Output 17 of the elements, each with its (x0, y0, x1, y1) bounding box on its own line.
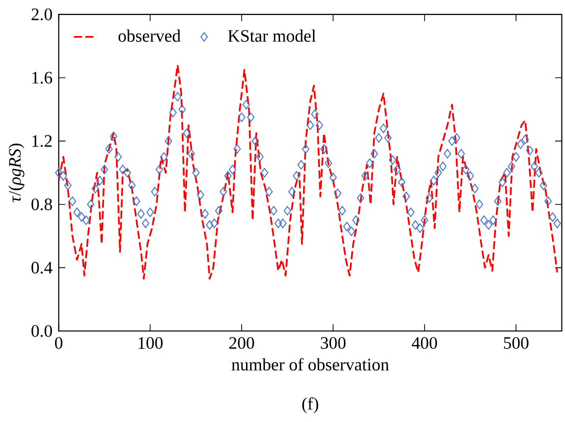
y-tick-label: 2.0 (32, 8, 52, 20)
x-tick-label: 0 (55, 337, 62, 349)
y-tick-label: 0.8 (32, 198, 52, 210)
x-tick-label: 100 (138, 337, 163, 349)
line-series (58, 64, 558, 280)
x-tick-label: 400 (412, 337, 437, 349)
y-tick-label: 0.4 (32, 262, 52, 274)
x-tick-label: 300 (320, 337, 346, 349)
legend-label: observed (118, 30, 181, 42)
x-tick-label: 200 (229, 337, 254, 349)
x-axis-title: number of observation (232, 358, 389, 371)
text: (f) (302, 397, 318, 414)
y-tick-label: 0.0 (32, 325, 52, 338)
legend-label: KStar model (228, 30, 316, 42)
y-tick-label: 1.2 (32, 135, 52, 148)
x-tick-label: 500 (504, 337, 528, 349)
y-tick-label: 1.6 (32, 72, 52, 84)
